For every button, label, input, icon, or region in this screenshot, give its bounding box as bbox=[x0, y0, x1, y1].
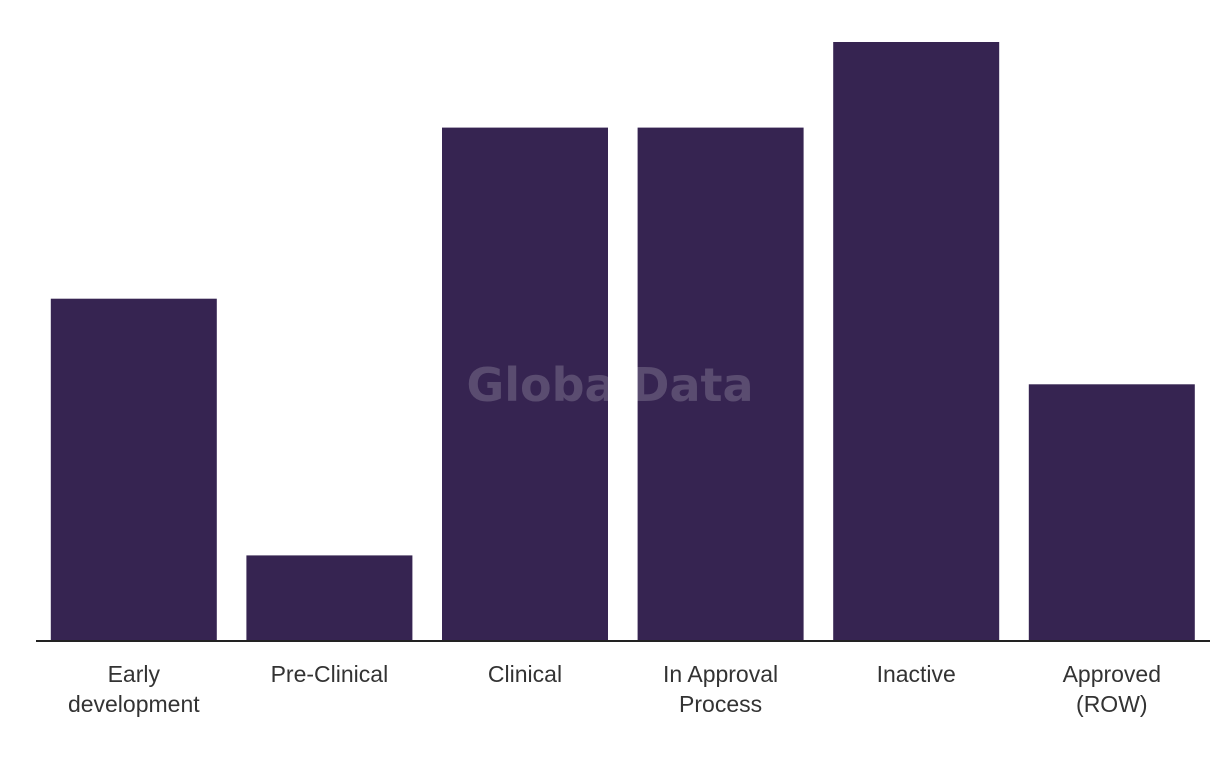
x-tick-label-line: Pre-Clinical bbox=[271, 661, 389, 687]
bar-2 bbox=[442, 127, 608, 642]
x-tick-label-line: Approved bbox=[1063, 661, 1161, 687]
x-tick-label-line: development bbox=[68, 691, 200, 717]
x-tick-label-line: (ROW) bbox=[1076, 691, 1148, 717]
x-tick-label-2: Clinical bbox=[488, 661, 562, 687]
x-tick-label-3: In Approval Process bbox=[663, 661, 778, 717]
bars-group bbox=[50, 42, 1195, 642]
watermark-logo: GlobalData bbox=[466, 358, 753, 412]
x-tick-label-0: Early development bbox=[68, 661, 200, 717]
x-tick-label-5: Approved (ROW) bbox=[1063, 661, 1161, 717]
x-tick-label-line: Process bbox=[679, 691, 762, 717]
x-tick-labels: Early development Pre-Clinical Clinical In A… bbox=[68, 661, 1161, 717]
bar-3 bbox=[637, 127, 804, 642]
bar-4 bbox=[833, 42, 1000, 641]
bar-1 bbox=[246, 555, 413, 641]
x-tick-label-4: Inactive bbox=[877, 661, 956, 687]
bar-5 bbox=[1028, 384, 1195, 641]
bar-0 bbox=[50, 298, 217, 641]
x-tick-label-line: Early bbox=[108, 661, 161, 687]
x-tick-label-line: Clinical bbox=[488, 661, 562, 687]
x-tick-label-line: In Approval bbox=[663, 661, 778, 687]
x-tick-label-1: Pre-Clinical bbox=[271, 661, 389, 687]
x-tick-label-line: Inactive bbox=[877, 661, 956, 687]
